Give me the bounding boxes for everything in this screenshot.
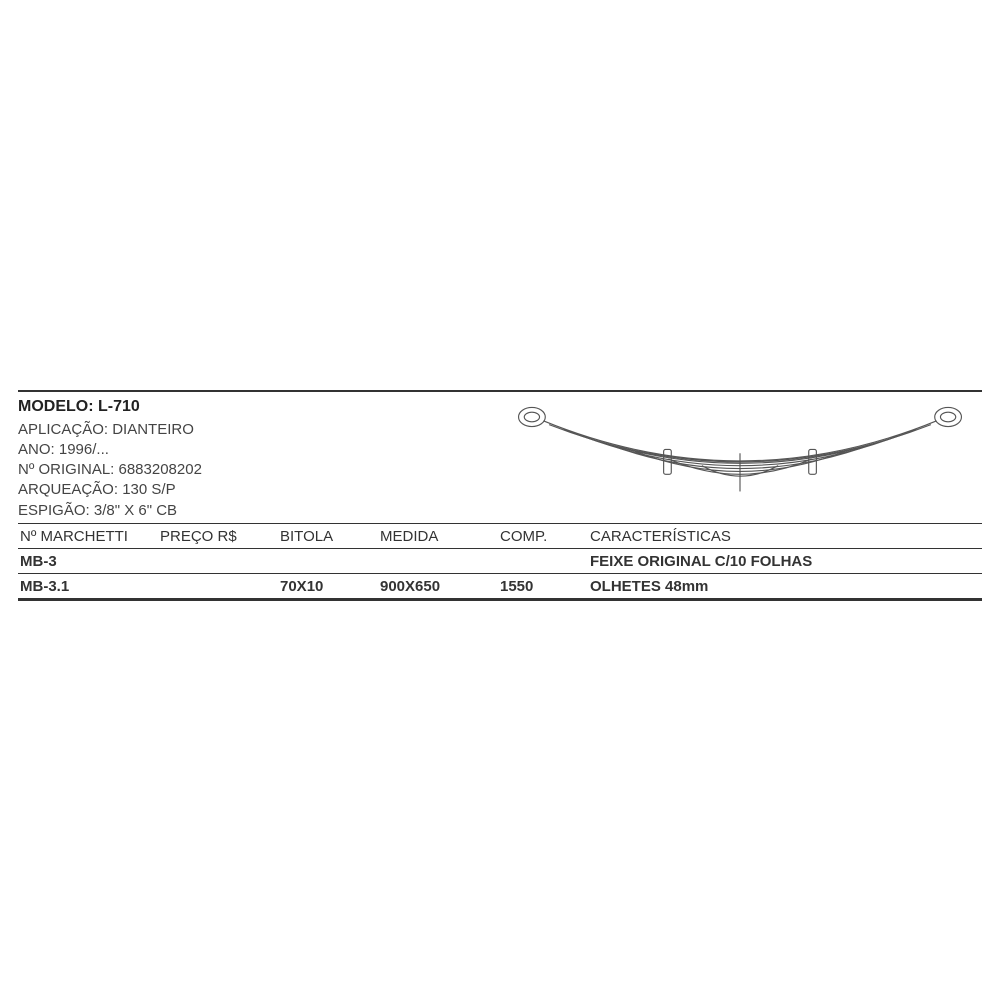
n-original-line: Nº ORIGINAL: 6883208202	[18, 460, 498, 480]
cell-preco	[158, 573, 278, 598]
th-marchetti: Nº MARCHETTI	[18, 523, 158, 548]
espigao-value: 3/8" X 6" CB	[94, 502, 177, 519]
spec-table: Nº MARCHETTI PREÇO R$ BITOLA MEDIDA COMP…	[18, 523, 982, 599]
model-line: MODELO: L-710	[18, 396, 498, 418]
cell-preco	[158, 548, 278, 573]
th-carac: CARACTERÍSTICAS	[588, 523, 982, 548]
arqueacao-value: 130 S/P	[122, 481, 175, 498]
spec-sheet: MODELO: L-710 APLICAÇÃO: DIANTEIRO ANO: …	[18, 390, 982, 601]
n-original-label: Nº ORIGINAL:	[18, 461, 114, 478]
th-preco: PREÇO R$	[158, 523, 278, 548]
ano-value: 1996/...	[59, 441, 109, 458]
table-header-row: Nº MARCHETTI PREÇO R$ BITOLA MEDIDA COMP…	[18, 523, 982, 548]
info-row: MODELO: L-710 APLICAÇÃO: DIANTEIRO ANO: …	[18, 396, 982, 521]
cell-comp	[498, 548, 588, 573]
cell-medida	[378, 548, 498, 573]
table-row: MB-3.1 70X10 900X650 1550 OLHETES 48mm	[18, 573, 982, 598]
cell-marchetti: MB-3	[18, 548, 158, 573]
top-rule	[18, 390, 982, 392]
espigao-line: ESPIGÃO: 3/8" X 6" CB	[18, 501, 498, 521]
aplicacao-line: APLICAÇÃO: DIANTEIRO	[18, 420, 498, 440]
espigao-label: ESPIGÃO:	[18, 502, 90, 519]
cell-comp: 1550	[498, 573, 588, 598]
n-original-value: 6883208202	[119, 461, 202, 478]
cell-bitola: 70X10	[278, 573, 378, 598]
leaf-spring-svg	[510, 396, 970, 501]
th-medida: MEDIDA	[378, 523, 498, 548]
model-value: L-710	[98, 398, 140, 415]
arqueacao-line: ARQUEAÇÃO: 130 S/P	[18, 480, 498, 500]
cell-carac: OLHETES 48mm	[588, 573, 982, 598]
arqueacao-label: ARQUEAÇÃO:	[18, 481, 118, 498]
bottom-rule	[18, 599, 982, 601]
aplicacao-label: APLICAÇÃO:	[18, 421, 108, 438]
cell-carac: FEIXE ORIGINAL C/10 FOLHAS	[588, 548, 982, 573]
model-label: MODELO:	[18, 398, 94, 415]
aplicacao-value: DIANTEIRO	[112, 421, 194, 438]
cell-medida: 900X650	[378, 573, 498, 598]
table-row: MB-3 FEIXE ORIGINAL C/10 FOLHAS	[18, 548, 982, 573]
leaf-spring-diagram	[498, 396, 982, 501]
ano-label: ANO:	[18, 441, 55, 458]
spec-block: MODELO: L-710 APLICAÇÃO: DIANTEIRO ANO: …	[18, 396, 498, 521]
cell-bitola	[278, 548, 378, 573]
th-bitola: BITOLA	[278, 523, 378, 548]
ano-line: ANO: 1996/...	[18, 440, 498, 460]
th-comp: COMP.	[498, 523, 588, 548]
cell-marchetti: MB-3.1	[18, 573, 158, 598]
